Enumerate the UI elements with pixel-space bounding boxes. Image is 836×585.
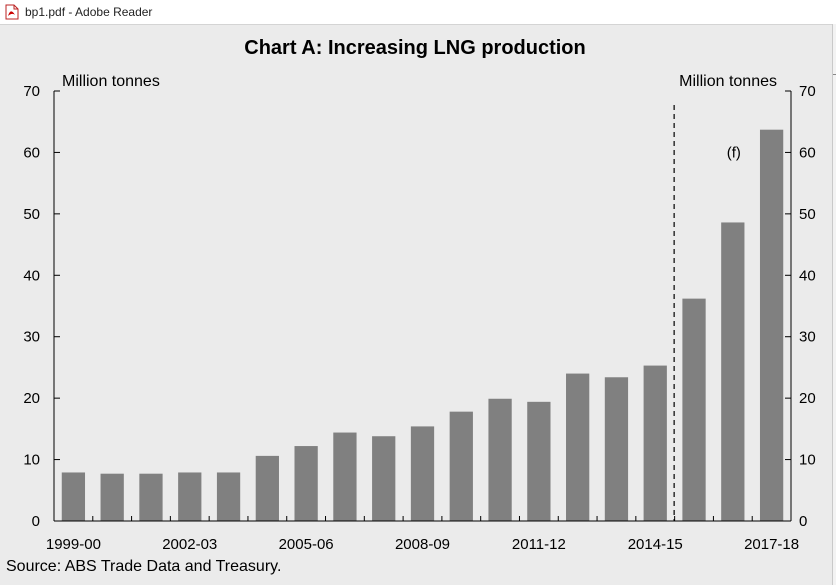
window-right-notch <box>833 74 836 87</box>
left-y-tick-label: 50 <box>23 206 40 223</box>
right-y-tick-label: 30 <box>799 329 816 346</box>
right-y-tick-label: 20 <box>799 390 816 407</box>
right-y-tick-label: 60 <box>799 144 816 161</box>
window-title: bp1.pdf - Adobe Reader <box>25 5 153 19</box>
bar-2009-10 <box>449 411 473 521</box>
bar-1999-00 <box>61 472 86 521</box>
left-y-tick-label: 40 <box>23 267 40 284</box>
window-titlebar: bp1.pdf - Adobe Reader <box>0 0 836 25</box>
bar-2006-07 <box>333 432 357 521</box>
bar-2016-17 <box>721 222 745 521</box>
bar-2010-11 <box>488 398 512 521</box>
x-tick-label: 2017-18 <box>744 536 799 553</box>
bar-2015-16 <box>682 298 706 521</box>
bar-2005-06 <box>294 446 318 521</box>
right-y-tick-label: 0 <box>799 513 807 530</box>
bar-2004-05 <box>255 455 279 521</box>
x-tick-label: 2011-12 <box>512 536 566 553</box>
chart-title: Chart A: Increasing LNG production <box>244 37 586 59</box>
bar-2007-08 <box>372 436 396 521</box>
bar-2002-03 <box>178 472 202 521</box>
bar-2003-04 <box>216 472 241 521</box>
x-axis-ticks: 1999-00 2002-03 2005-06 2008-09 2011-12 2014-… <box>46 516 799 553</box>
right-y-axis-ticks: 0 10 20 30 40 50 60 70 <box>785 83 816 530</box>
left-y-tick-label: 0 <box>32 513 40 530</box>
bar-2008-09 <box>410 426 435 521</box>
bar-2001-02 <box>139 473 163 521</box>
left-y-tick-label: 10 <box>23 452 40 469</box>
left-y-axis-ticks: 0 10 20 30 40 50 60 70 <box>23 83 60 530</box>
left-y-tick-label: 70 <box>23 83 40 100</box>
forecast-label: (f) <box>727 144 741 161</box>
x-tick-label: 2008-09 <box>395 536 450 553</box>
lng-production-chart: Chart A: Increasing LNG production Milli… <box>6 37 816 575</box>
bar-2012-13 <box>566 373 590 521</box>
bar-series <box>61 129 784 521</box>
left-y-tick-label: 20 <box>23 390 40 407</box>
left-y-tick-label: 60 <box>23 144 40 161</box>
right-y-tick-label: 40 <box>799 267 816 284</box>
x-tick-label: 2014-15 <box>628 536 683 553</box>
left-y-tick-label: 30 <box>23 329 40 346</box>
x-tick-label: 2005-06 <box>279 536 334 553</box>
x-tick-label: 2002-03 <box>162 536 217 553</box>
bar-2013-14 <box>604 377 629 521</box>
right-y-tick-label: 50 <box>799 206 816 223</box>
x-tick-label: 1999-00 <box>46 536 101 553</box>
bar-2014-15 <box>643 365 667 521</box>
window-right-edge <box>832 24 836 585</box>
right-y-tick-label: 10 <box>799 452 816 469</box>
y-axis-label-left: Million tonnes <box>62 73 160 90</box>
bar-2000-01 <box>100 473 124 521</box>
pdf-file-icon <box>5 4 19 20</box>
bar-2011-12 <box>527 401 551 521</box>
right-y-tick-label: 70 <box>799 83 816 100</box>
bar-2017-18 <box>759 129 784 521</box>
y-axis-label-right: Million tonnes <box>679 73 777 90</box>
source-note: Source: ABS Trade Data and Treasury. <box>6 558 281 575</box>
